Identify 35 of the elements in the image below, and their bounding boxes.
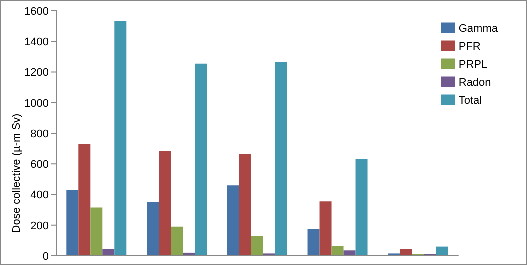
bar <box>320 202 332 256</box>
bar <box>344 250 356 256</box>
y-tick-label: 1200 <box>24 67 49 80</box>
bar <box>308 229 320 256</box>
bar <box>171 226 184 256</box>
bar <box>102 249 115 256</box>
bar <box>114 20 127 256</box>
bar <box>78 144 91 256</box>
bar <box>436 246 448 256</box>
y-tick-label: 400 <box>30 190 49 202</box>
y-tick-label: 1600 <box>24 6 49 18</box>
y-tick-label: 0 <box>42 250 49 263</box>
legend-label: PRPL <box>458 59 488 71</box>
y-axis-title: Dose collective (µ-m Sv) <box>10 114 23 234</box>
legend-label: PFR <box>458 41 481 53</box>
bar <box>227 186 240 256</box>
y-tick-label: 800 <box>30 128 49 140</box>
legend-label: Gamma <box>458 23 498 35</box>
bar <box>251 236 264 256</box>
y-tick-label: 600 <box>30 159 49 172</box>
bar <box>90 208 103 256</box>
bar <box>275 62 288 256</box>
bar <box>147 202 160 256</box>
bar <box>159 151 172 256</box>
y-tick-label: 1000 <box>24 98 49 110</box>
bar <box>356 160 368 256</box>
bar <box>400 249 412 256</box>
bar <box>332 246 344 256</box>
legend-label: Radon <box>458 77 492 89</box>
y-tick-label: 200 <box>30 220 49 232</box>
bar <box>239 154 252 256</box>
bar <box>66 190 79 256</box>
bar <box>195 64 208 256</box>
legend-label: Total <box>458 95 482 107</box>
y-tick-label: 1400 <box>24 36 49 49</box>
